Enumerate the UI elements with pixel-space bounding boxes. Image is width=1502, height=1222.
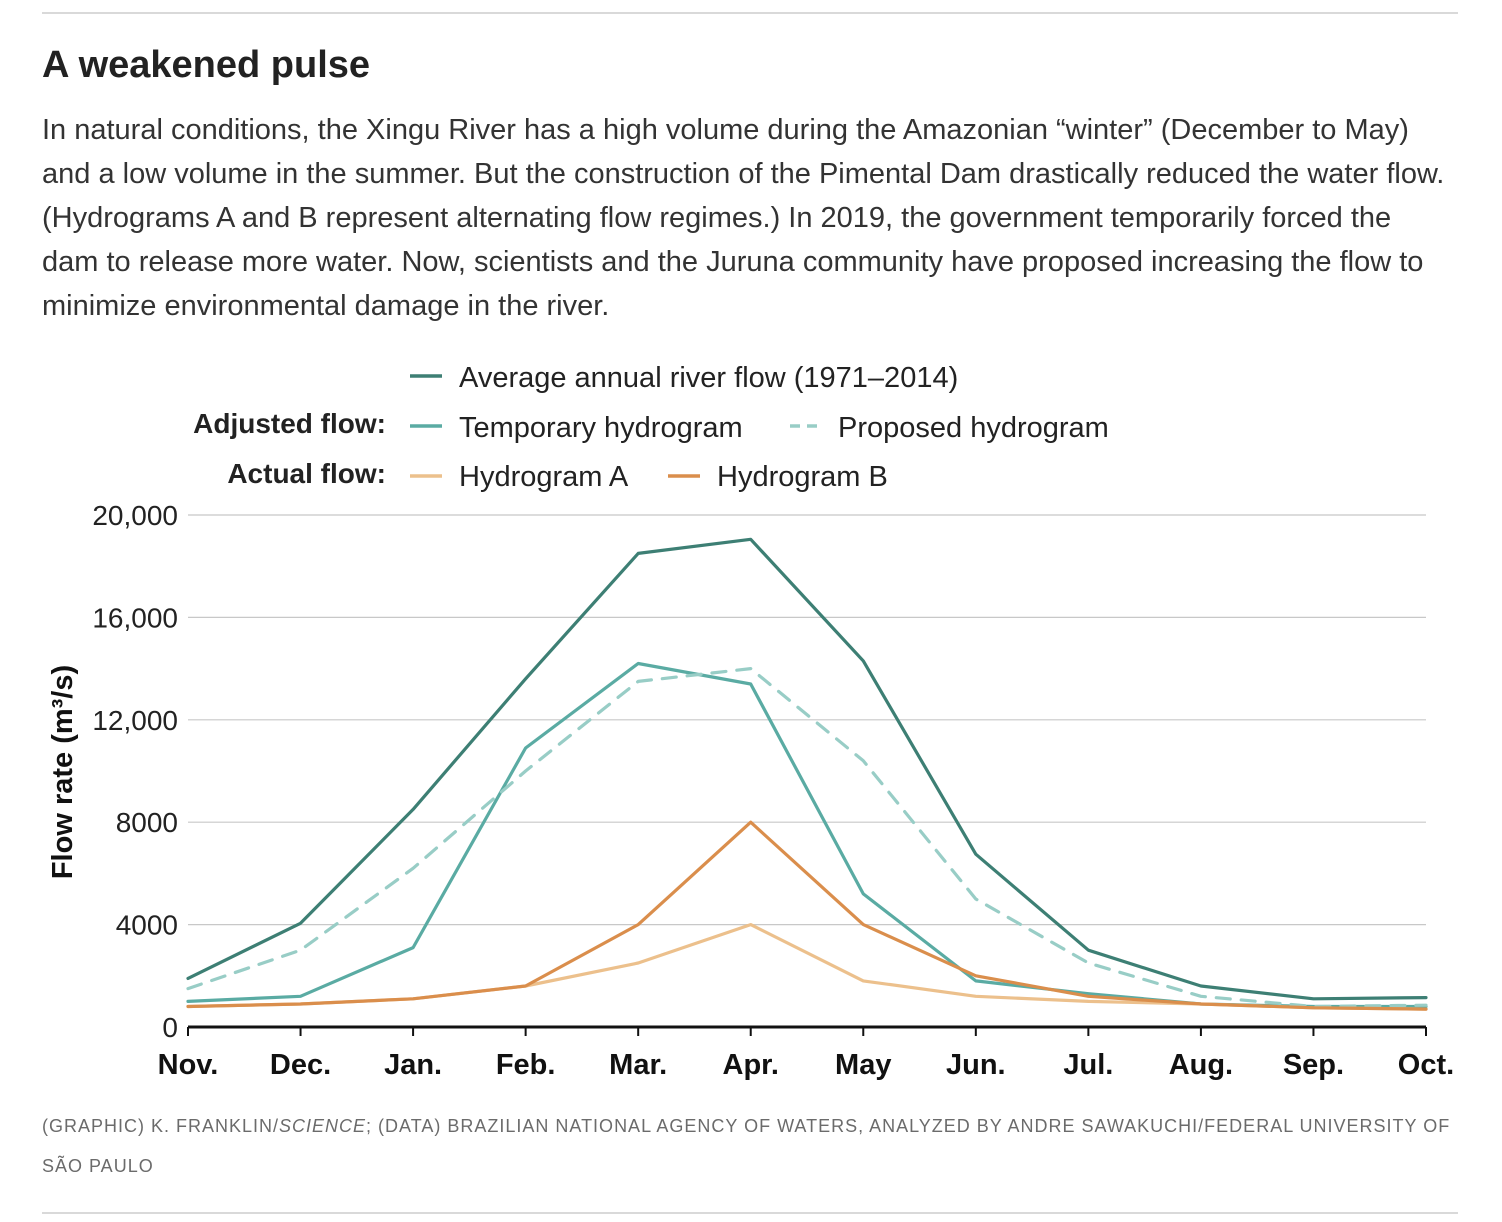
- bottom-divider: [42, 1212, 1458, 1214]
- gridlines: [188, 514, 1426, 926]
- x-tick-label-nov: Nov.: [158, 1049, 219, 1081]
- x-axis: Nov. Dec. Jan. Feb. Mar. Apr. May Jun. Jul. Aug. S…: [158, 1025, 1454, 1081]
- flow-chart: Average annual river flow (1971–2014) Ad…: [47, 362, 1454, 1081]
- y-tick-label-0: 0: [162, 1012, 178, 1043]
- series-lines: [186, 537, 1428, 1011]
- x-tick-label-mar: Mar.: [609, 1049, 667, 1081]
- credit-prefix: (GRAPHIC) K. FRANKLIN/: [42, 1116, 280, 1136]
- x-tick-label-dec: Dec.: [270, 1049, 331, 1081]
- source-credit: (GRAPHIC) K. FRANKLIN/SCIENCE; (DATA) BR…: [42, 1106, 1462, 1186]
- legend-label-average: Average annual river flow (1971–2014): [459, 362, 958, 394]
- credit-publication: SCIENCE: [279, 1116, 367, 1136]
- y-tick-label-12000: 12,000: [92, 705, 178, 736]
- series-line-average-annual-river-flow-1971-2014: [186, 537, 1428, 1001]
- x-tick-label-sep: Sep.: [1283, 1049, 1344, 1081]
- y-tick-label-16000: 16,000: [92, 602, 178, 633]
- legend-label-hydrogram-a: Hydrogram A: [459, 461, 629, 493]
- legend-heading-actual: Actual flow:: [227, 458, 386, 489]
- x-tick-label-aug: Aug.: [1169, 1049, 1233, 1081]
- x-tick-label-may: May: [835, 1049, 891, 1081]
- credit-rest: ; (DATA) BRAZILIAN NATIONAL AGENCY OF WA…: [42, 1116, 1451, 1176]
- legend-label-hydrogram-b: Hydrogram B: [717, 461, 888, 493]
- x-tick-label-feb: Feb.: [496, 1049, 556, 1081]
- y-tick-label-4000: 4000: [116, 910, 178, 941]
- y-tick-label-20000: 20,000: [92, 500, 178, 531]
- series-line-proposed-hydrogram: [186, 667, 1428, 1009]
- legend-label-proposed: Proposed hydrogram: [838, 412, 1109, 444]
- y-tick-label-8000: 8000: [116, 807, 178, 838]
- legend: Average annual river flow (1971–2014) Ad…: [193, 362, 1109, 493]
- y-axis-ticks: 0 4000 8000 12,000 16,000 20,000: [92, 500, 178, 1043]
- chart-title: A weakened pulse: [42, 44, 371, 86]
- x-tick-label-oct: Oct.: [1398, 1049, 1454, 1081]
- y-axis-label: Flow rate (m³/s): [47, 665, 79, 879]
- series-line-hydrogram-a: [186, 922, 1428, 1011]
- legend-heading-adjusted: Adjusted flow:: [193, 408, 386, 439]
- x-tick-label-jan: Jan.: [384, 1049, 442, 1081]
- series-line-hydrogram-b: [186, 820, 1428, 1011]
- chart-description: In natural conditions, the Xingu River h…: [42, 114, 1445, 322]
- x-tick-label-jul: Jul.: [1063, 1049, 1113, 1081]
- x-tick-label-jun: Jun.: [946, 1049, 1006, 1081]
- legend-label-temporary: Temporary hydrogram: [459, 412, 743, 444]
- x-tick-label-apr: Apr.: [723, 1049, 779, 1081]
- top-divider: [42, 12, 1458, 14]
